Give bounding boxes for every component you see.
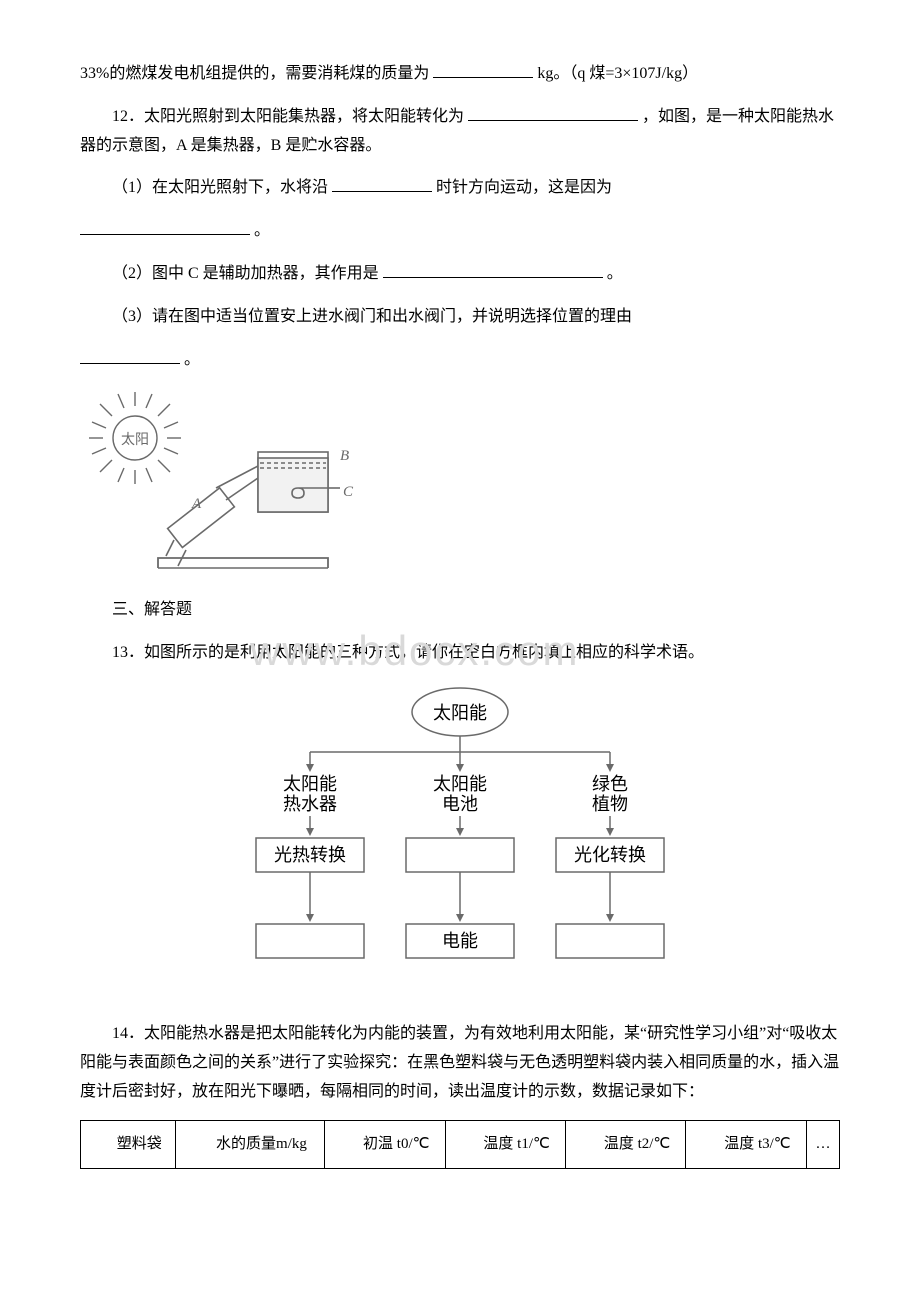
text-span: （3）请在图中适当位置安上进水阀门和出水阀门，并说明选择位置的理由 [112, 308, 632, 325]
diagram-solar-collector: 太阳 B C [80, 388, 840, 578]
label-a: A [191, 496, 202, 512]
table-cell: 温度 t3/℃ [686, 1121, 806, 1169]
text-span: 。 [607, 265, 623, 282]
table-cell: 温度 t2/℃ [566, 1121, 686, 1169]
text-span: 三、解答题 [112, 601, 192, 618]
table-cell: 水的质量m/kg [176, 1121, 325, 1169]
paragraph-q12-1-tail: 。 [80, 217, 840, 246]
text-span: 33%的燃煤发电机组提供的，需要消耗煤的质量为 [80, 65, 429, 82]
text-span: 时针方向运动，这是因为 [436, 179, 612, 196]
node-light-heat: 光热转换 [274, 845, 346, 865]
text-span: kg。（q 煤=3×107J/kg） [537, 65, 698, 82]
table-cell: 初温 t0/℃ [325, 1121, 445, 1169]
node-cell: 太阳能电池 [433, 774, 487, 814]
node-heater: 太阳能热水器 [283, 774, 337, 814]
table-cell: … [806, 1121, 839, 1169]
paragraph-q12-3: （3）请在图中适当位置安上进水阀门和出水阀门，并说明选择位置的理由 [80, 303, 840, 332]
text-span: 13．如图所示的是利用太阳能的三种方式，请你在空白方框内填上相应的科学术语。 [112, 644, 704, 661]
node-electric: 电能 [442, 931, 478, 951]
diagram-solar-flowchart: 太阳能 太阳能热水器 太阳能电池 绿色植物 光热转换 [80, 682, 840, 1002]
text-span: （1）在太阳光照射下，水将沿 [112, 179, 328, 196]
text-span: 14．太阳能热水器是把太阳能转化为内能的装置，为有效地利用太阳能，某“研究性学习… [80, 1025, 839, 1100]
blank-mass [433, 62, 533, 78]
data-table: 塑料袋 水的质量m/kg 初温 t0/℃ 温度 t1/℃ 温度 t2/℃ 温度 … [80, 1120, 840, 1169]
solar-flowchart-svg: 太阳能 太阳能热水器 太阳能电池 绿色植物 光热转换 [230, 682, 690, 1002]
blank-valve-reason [80, 348, 180, 364]
paragraph-q11-tail: 33%的燃煤发电机组提供的，需要消耗煤的质量为 kg。（q 煤=3×107J/k… [80, 60, 840, 89]
node-root: 太阳能 [433, 703, 487, 723]
table-cell: 塑料袋 [81, 1121, 176, 1169]
paragraph-q12-intro: 12．太阳光照射到太阳能集热器，将太阳能转化为 ，如图，是一种太阳能热水器的示意… [80, 103, 840, 161]
blank-function [383, 262, 603, 278]
text-span: 。 [254, 222, 270, 239]
table-row: 塑料袋 水的质量m/kg 初温 t0/℃ 温度 t1/℃ 温度 t2/℃ 温度 … [81, 1121, 840, 1169]
solar-collector-svg: 太阳 B C [80, 388, 380, 578]
section-3-heading: 三、解答题 [80, 596, 840, 625]
paragraph-q12-2: （2）图中 C 是辅助加热器，其作用是 。 [80, 260, 840, 289]
text-span: 12．太阳光照射到太阳能集热器，将太阳能转化为 [112, 108, 464, 125]
paragraph-q12-3-tail: 。 [80, 346, 840, 375]
paragraph-q14: 14．太阳能热水器是把太阳能转化为内能的装置，为有效地利用太阳能，某“研究性学习… [80, 1020, 840, 1106]
label-c: C [343, 484, 354, 500]
paragraph-q12-1: （1）在太阳光照射下，水将沿 时针方向运动，这是因为 [80, 174, 840, 203]
label-b: B [340, 448, 349, 464]
text-span: 。 [184, 351, 200, 368]
blank-reason [80, 219, 250, 235]
node-light-chem: 光化转换 [574, 845, 646, 865]
node-plant: 绿色植物 [592, 774, 628, 814]
blank-energy [468, 105, 638, 121]
text-span: （2）图中 C 是辅助加热器，其作用是 [112, 265, 379, 282]
table-cell: 温度 t1/℃ [445, 1121, 565, 1169]
sun-label: 太阳 [121, 432, 149, 448]
paragraph-q13: 13．如图所示的是利用太阳能的三种方式，请你在空白方框内填上相应的科学术语。 [80, 639, 840, 668]
blank-direction [332, 176, 432, 192]
